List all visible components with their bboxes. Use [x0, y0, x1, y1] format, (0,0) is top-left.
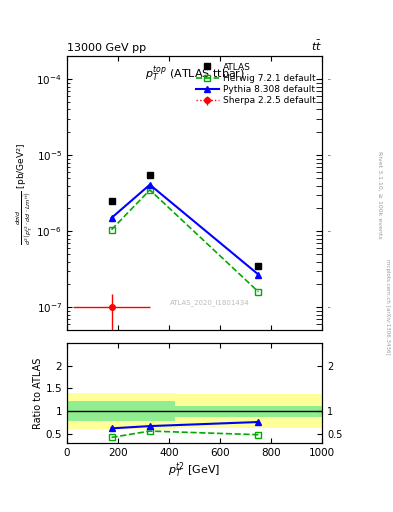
Line: ATLAS: ATLAS	[108, 172, 262, 269]
Pythia 8.308 default	[109, 215, 114, 221]
ATLAS	[256, 263, 261, 269]
Text: mcplots.cern.ch [arXiv:1306.3436]: mcplots.cern.ch [arXiv:1306.3436]	[385, 260, 389, 355]
Text: $t\bar{t}$: $t\bar{t}$	[311, 38, 322, 53]
ATLAS	[109, 198, 114, 204]
Pythia 8.308 default	[147, 182, 152, 188]
X-axis label: $p_T^{t2}$ [GeV]: $p_T^{t2}$ [GeV]	[168, 460, 221, 480]
Line: Pythia 8.308 default: Pythia 8.308 default	[108, 181, 262, 278]
Legend: ATLAS, Herwig 7.2.1 default, Pythia 8.308 default, Sherpa 2.2.5 default: ATLAS, Herwig 7.2.1 default, Pythia 8.30…	[194, 61, 318, 107]
Y-axis label: Ratio to ATLAS: Ratio to ATLAS	[33, 357, 42, 429]
Text: $p_T^{top}$ (ATLAS ttbar): $p_T^{top}$ (ATLAS ttbar)	[145, 65, 244, 84]
Text: ATLAS_2020_I1801434: ATLAS_2020_I1801434	[170, 300, 250, 306]
Herwig 7.2.1 default	[256, 289, 261, 295]
Pythia 8.308 default	[256, 271, 261, 278]
Text: Rivet 3.1.10, ≥ 100k events: Rivet 3.1.10, ≥ 100k events	[377, 151, 382, 239]
Herwig 7.2.1 default	[147, 187, 152, 193]
Text: 13000 GeV pp: 13000 GeV pp	[67, 42, 146, 53]
Line: Herwig 7.2.1 default: Herwig 7.2.1 default	[108, 186, 262, 295]
ATLAS	[147, 172, 152, 178]
Y-axis label: $\frac{d\sigma id}{d^2\left(p_T^{t2}\cdot d d\cdot Lm^{t\bar{t}}\right)}$ [pb/Ge: $\frac{d\sigma id}{d^2\left(p_T^{t2}\cdo…	[15, 142, 35, 245]
Herwig 7.2.1 default	[109, 227, 114, 233]
